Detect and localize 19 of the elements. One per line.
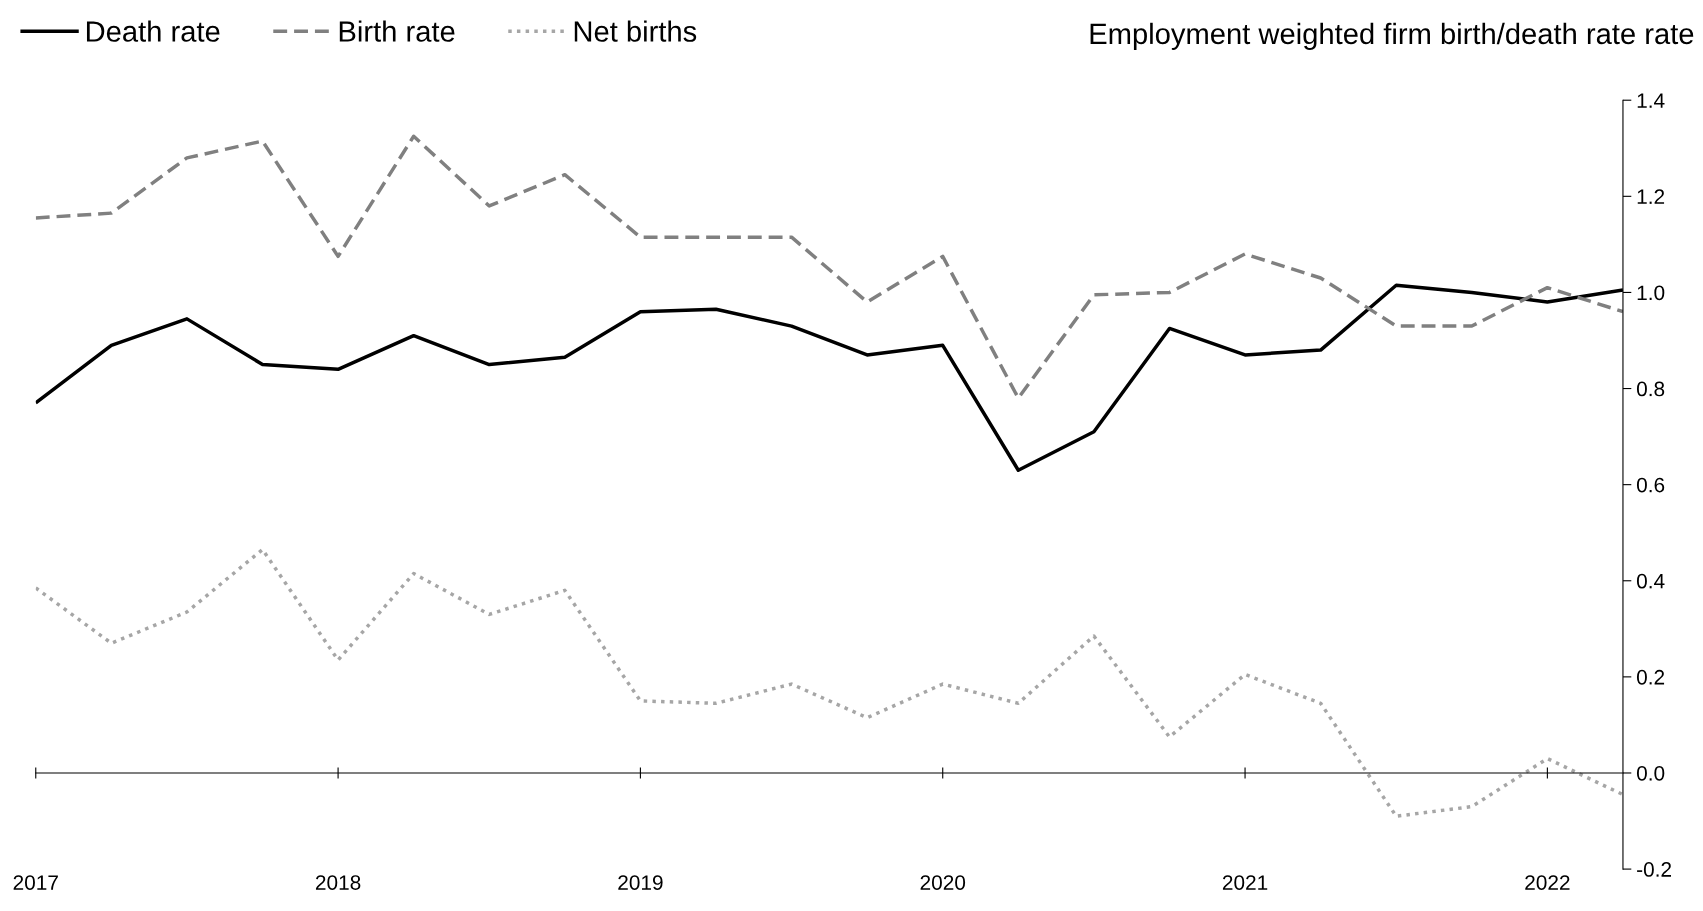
x-tick-label: 2018 xyxy=(315,875,361,890)
y-tick-label: 0.6 xyxy=(1636,477,1665,493)
legend-label: Birth rate xyxy=(339,20,455,42)
y-tick-label: 1.2 xyxy=(1637,189,1665,204)
x-tick-label: 2020 xyxy=(920,875,966,890)
y-tick-label: 0.8 xyxy=(1636,381,1665,397)
y-tick-label: 0.2 xyxy=(1636,669,1665,685)
legend-label: Death rate xyxy=(86,20,220,42)
legend-label: Net births xyxy=(574,20,697,42)
x-tick-label: 2021 xyxy=(1222,875,1268,890)
y-tick-label: 1.4 xyxy=(1637,93,1665,108)
x-tick-label: 2019 xyxy=(618,875,663,890)
x-tick-label: 2022 xyxy=(1525,875,1570,890)
y-tick-label: 0.0 xyxy=(1636,765,1665,781)
y-tick-label: -0.2 xyxy=(1637,862,1672,877)
x-tick-label: 2017 xyxy=(13,875,58,890)
y-tick-label: 1.0 xyxy=(1637,285,1665,301)
y-axis-title: Employment weighted firm birth/death rate rate xyxy=(1090,22,1694,50)
y-tick-label: 0.4 xyxy=(1636,573,1665,589)
